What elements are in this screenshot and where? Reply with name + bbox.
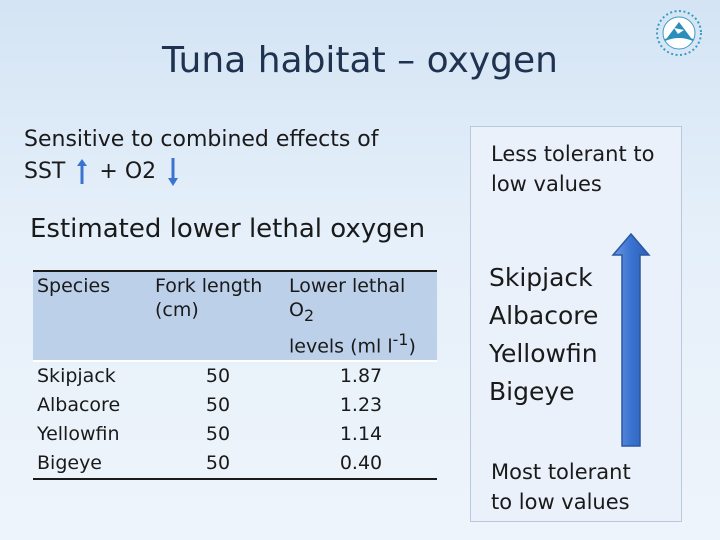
ranking-item: Albacore bbox=[489, 301, 599, 330]
table-row: Albacore 50 1.23 bbox=[33, 391, 437, 420]
table-header-row: Species Fork length (cm) Lower lethal O2… bbox=[33, 271, 437, 363]
header-species: Species bbox=[33, 271, 151, 363]
table-row: Yellowfin 50 1.14 bbox=[33, 420, 437, 449]
org-logo-icon bbox=[656, 10, 702, 56]
slide-title: Tuna habitat – oxygen bbox=[162, 40, 558, 81]
table-row: Skipjack 50 1.87 bbox=[33, 361, 437, 391]
header-lower-lethal: Lower lethal O2 levels (ml l-1) bbox=[285, 271, 437, 363]
lethal-oxygen-table: Species Fork length (cm) Lower lethal O2… bbox=[33, 270, 437, 481]
species-cell: Albacore bbox=[37, 394, 121, 417]
species-cell: Bigeye bbox=[33, 449, 151, 481]
intro-line-1: Sensitive to combined effects of bbox=[24, 127, 379, 152]
plus-sign: + bbox=[99, 159, 118, 184]
lethal-cell: 1.14 bbox=[339, 423, 383, 446]
ranking-item: Bigeye bbox=[489, 377, 575, 406]
intro-text: Sensitive to combined effects of SST + O… bbox=[24, 124, 379, 188]
fork-length-cell: 50 bbox=[205, 394, 231, 417]
species-cell: Skipjack bbox=[37, 365, 116, 388]
fork-length-cell: 50 bbox=[151, 449, 285, 481]
o2-label: O2 bbox=[124, 159, 157, 184]
intro-line-2: SST + O2 bbox=[24, 156, 379, 188]
most-tolerant-label: Most tolerant to low values bbox=[491, 460, 631, 514]
down-arrow-icon bbox=[168, 158, 179, 186]
fork-length-cell: 50 bbox=[205, 365, 231, 388]
species-cell: Yellowfin bbox=[37, 423, 120, 446]
ranking-item: Skipjack bbox=[489, 263, 593, 292]
subheading: Estimated lower lethal oxygen bbox=[30, 214, 426, 244]
tolerance-panel: Less tolerant to low values Skipjack Alb… bbox=[470, 126, 682, 522]
lethal-cell: 1.23 bbox=[339, 394, 383, 417]
lethal-cell: 1.87 bbox=[339, 365, 383, 388]
sst-label: SST bbox=[24, 159, 66, 184]
ranking-item: Yellowfin bbox=[489, 339, 598, 368]
species-ranking: Skipjack Albacore Yellowfin Bigeye bbox=[489, 259, 598, 411]
lethal-cell: 0.40 bbox=[285, 449, 437, 481]
table-row: Bigeye 50 0.40 bbox=[33, 449, 437, 481]
tolerance-arrow-icon bbox=[611, 233, 651, 447]
up-arrow-icon bbox=[77, 159, 88, 184]
less-tolerant-label: Less tolerant to low values bbox=[491, 142, 655, 196]
fork-length-cell: 50 bbox=[205, 423, 231, 446]
header-fork-length: Fork length (cm) bbox=[151, 271, 285, 363]
